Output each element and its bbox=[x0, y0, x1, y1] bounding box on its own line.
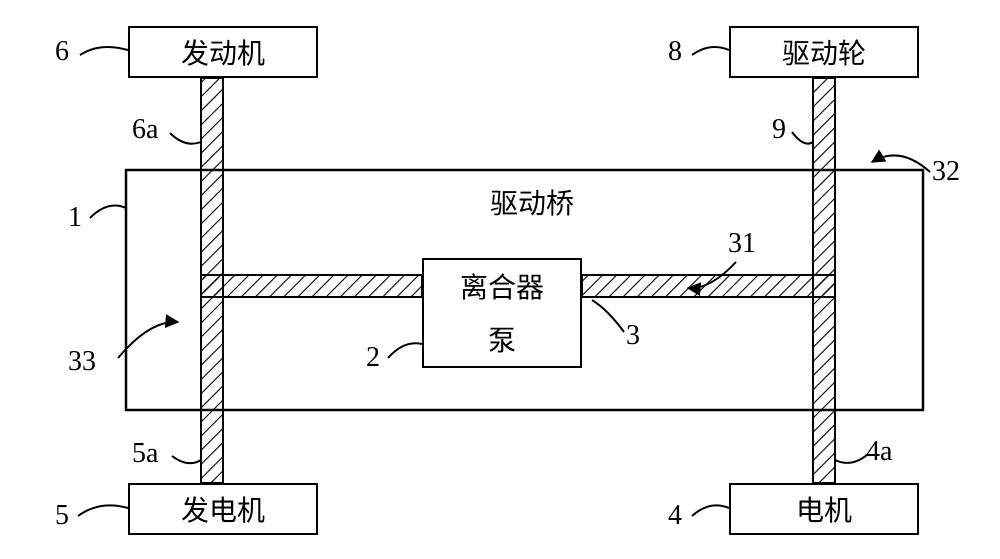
diagram-canvas: 驱动桥 离合器 泵 发动机 驱动轮 发电机 电机 bbox=[0, 0, 1000, 559]
callout-9: 9 bbox=[772, 114, 786, 146]
callout-6a: 6a bbox=[132, 114, 158, 146]
callouts-svg bbox=[0, 0, 1000, 559]
callout-3: 3 bbox=[626, 320, 640, 352]
callout-31: 31 bbox=[728, 228, 756, 260]
callout-1: 1 bbox=[68, 202, 82, 234]
callout-6: 6 bbox=[55, 36, 69, 68]
callout-32: 32 bbox=[932, 156, 960, 188]
callout-5a: 5a bbox=[132, 438, 158, 470]
callout-33: 33 bbox=[68, 346, 96, 378]
callout-4: 4 bbox=[668, 500, 682, 532]
callout-4a: 4a bbox=[866, 436, 892, 468]
callout-5: 5 bbox=[55, 500, 69, 532]
callout-8: 8 bbox=[668, 36, 682, 68]
callout-2: 2 bbox=[366, 342, 380, 374]
